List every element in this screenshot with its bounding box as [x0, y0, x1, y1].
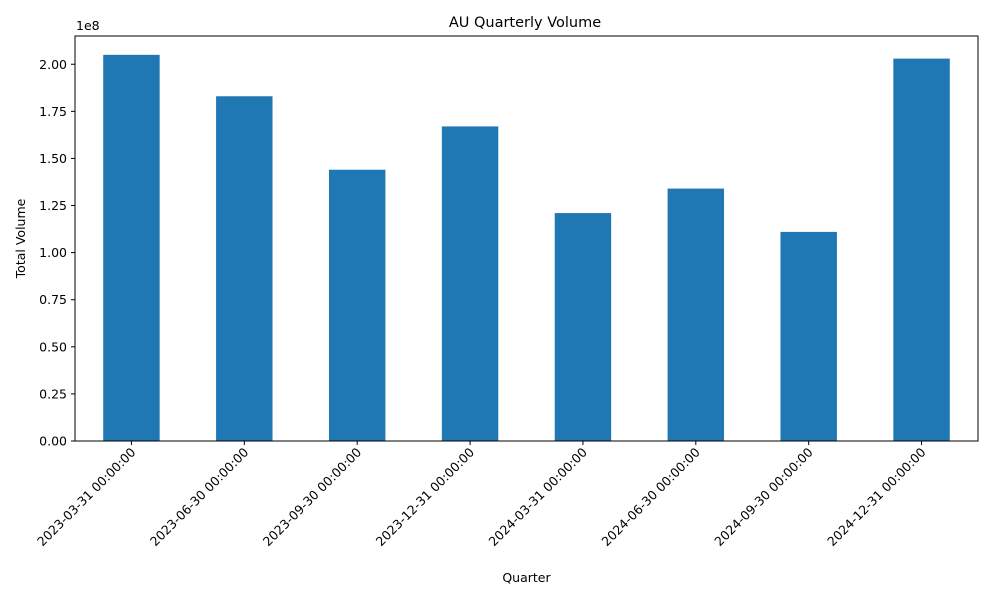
plot-frame: [74, 35, 979, 442]
bar: [441, 126, 499, 442]
x-tick-label: 2024-03-31 00:00:00: [486, 444, 591, 549]
y-tick-label: 0.50: [39, 339, 67, 354]
chart-title: AU Quarterly Volume: [449, 15, 601, 31]
y-tick-label: 1.75: [39, 104, 67, 119]
y-tick-label: 1.25: [39, 198, 67, 213]
bar: [554, 213, 612, 441]
y-axis-offset-label: 1e8: [76, 18, 100, 33]
x-tick-label: 2024-12-31 00:00:00: [824, 444, 929, 549]
x-tick-label: 2023-06-30 00:00:00: [147, 444, 252, 549]
y-tick-label: 1.50: [39, 151, 67, 166]
x-tick-label: 2023-09-30 00:00:00: [260, 444, 365, 549]
x-axis-label: Quarter: [502, 570, 551, 585]
y-tick-label: 0.75: [39, 292, 67, 307]
y-tick-label: 0.25: [39, 386, 67, 401]
y-axis-ticks: 0.00 0.25 0.50 0.75 1.00 1.25 1.50 1.75 2.00: [39, 57, 75, 449]
bar: [893, 58, 950, 441]
x-tick-label: 2024-09-30 00:00:00: [711, 444, 816, 549]
x-tick-label: 2023-12-31 00:00:00: [373, 444, 478, 549]
bar: [780, 231, 837, 441]
x-axis-ticks: 2023-03-31 00:00:00 2023-06-30 00:00:00 20…: [34, 441, 929, 549]
bar: [667, 188, 725, 441]
bar: [103, 54, 160, 442]
bar: [216, 96, 273, 441]
bars-layer: [103, 54, 950, 442]
y-axis-label: Total Volume: [13, 198, 28, 279]
y-tick-label: 0.00: [39, 434, 67, 449]
x-tick-label: 2024-06-30 00:00:00: [598, 444, 703, 549]
x-tick-label: 2023-03-31 00:00:00: [34, 444, 139, 549]
bar: [328, 169, 386, 442]
y-tick-label: 2.00: [39, 57, 67, 72]
y-tick-label: 1.00: [39, 245, 67, 260]
